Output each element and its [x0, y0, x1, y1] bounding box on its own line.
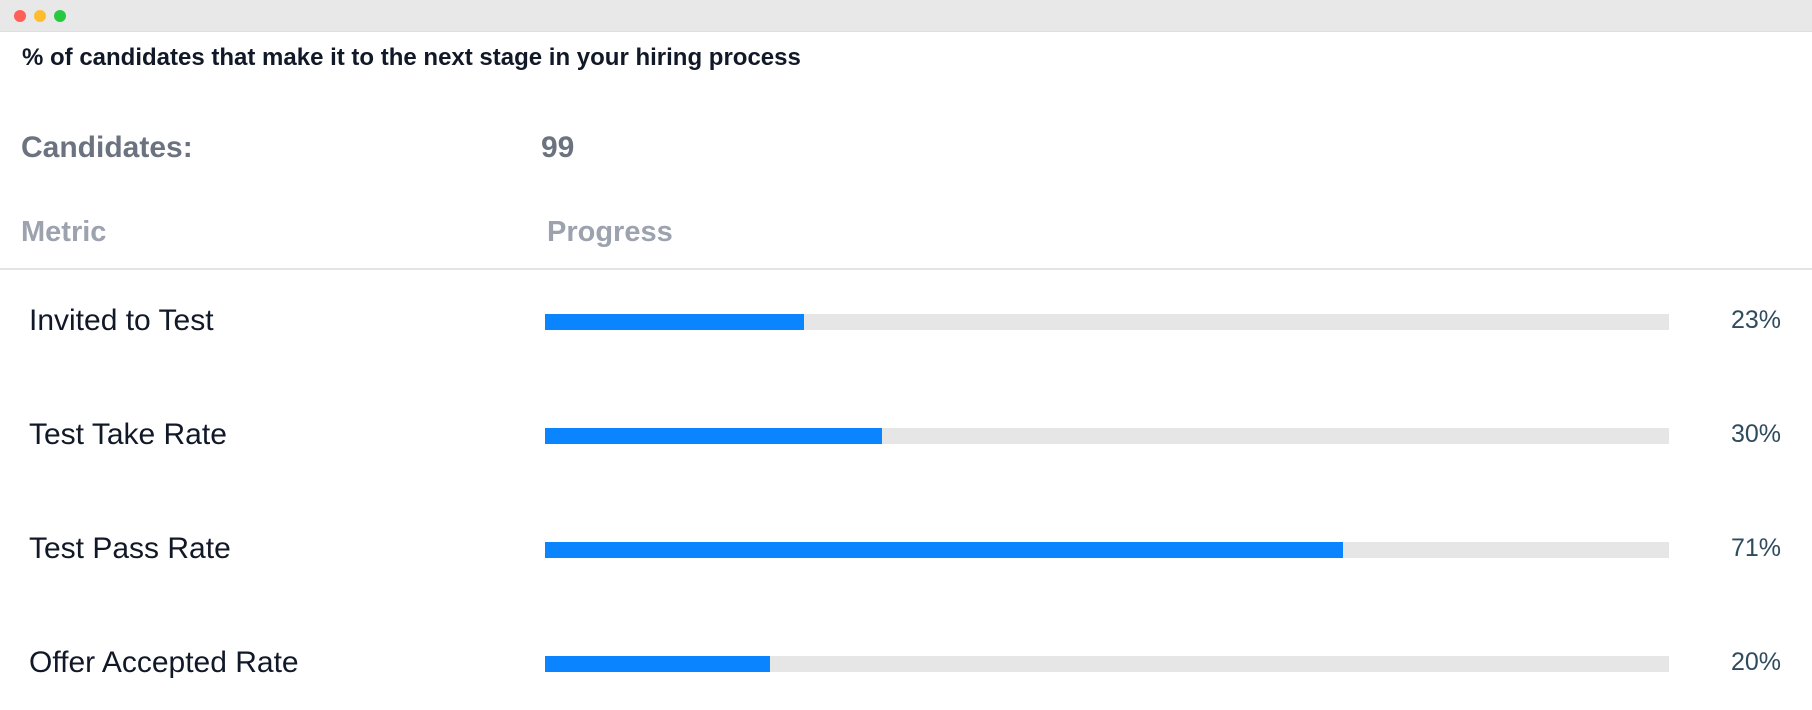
metric-label: Test Pass Rate: [29, 532, 231, 565]
progress-bar: [545, 428, 1669, 444]
metric-label: Test Take Rate: [29, 418, 227, 451]
page-title: % of candidates that make it to the next…: [22, 44, 801, 71]
candidates-count: 99: [541, 131, 575, 164]
progress-bar: [545, 314, 1669, 330]
progress-bar-fill: [545, 656, 770, 672]
metric-percent: 20%: [1731, 648, 1782, 676]
metric-percent: 23%: [1731, 306, 1782, 334]
progress-bar-fill: [545, 314, 804, 330]
close-window-icon[interactable]: [14, 10, 26, 22]
metric-row-invited-to-test: Invited to Test 23%: [0, 290, 1812, 350]
metric-label: Offer Accepted Rate: [29, 646, 299, 679]
metric-row-offer-accepted-rate: Offer Accepted Rate 20%: [0, 632, 1812, 692]
metric-label: Invited to Test: [29, 304, 214, 337]
progress-bar-fill: [545, 542, 1344, 558]
progress-bar-fill: [545, 428, 883, 444]
metric-row-test-take-rate: Test Take Rate 30%: [0, 404, 1812, 464]
column-header-metric: Metric: [21, 216, 107, 248]
column-header-progress: Progress: [547, 216, 673, 248]
progress-bar: [545, 542, 1669, 558]
candidates-label: Candidates:: [21, 131, 193, 164]
metric-percent: 30%: [1731, 420, 1782, 448]
header-divider: [0, 268, 1812, 270]
metric-row-test-pass-rate: Test Pass Rate 71%: [0, 518, 1812, 578]
maximize-window-icon[interactable]: [54, 10, 66, 22]
minimize-window-icon[interactable]: [34, 10, 46, 22]
metric-percent: 71%: [1731, 534, 1782, 562]
progress-bar: [545, 656, 1669, 672]
window-titlebar: [0, 0, 1812, 32]
